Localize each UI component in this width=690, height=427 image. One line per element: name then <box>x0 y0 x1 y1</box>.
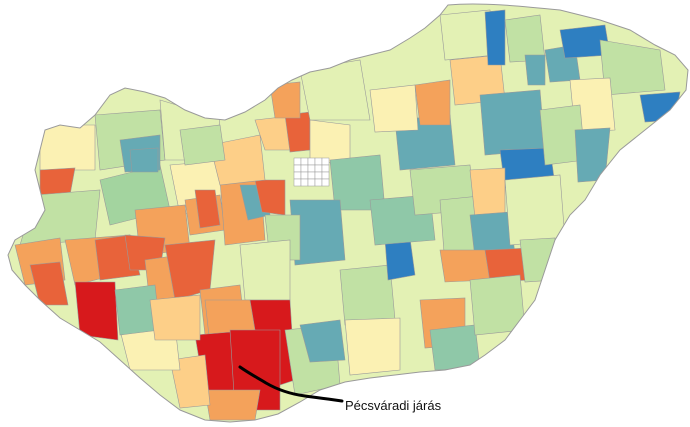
district-region <box>484 9 506 66</box>
district-region <box>299 319 346 363</box>
district-region <box>209 134 266 186</box>
district-region <box>29 261 69 306</box>
district-region <box>414 79 451 126</box>
district-region <box>149 294 201 341</box>
budapest-district-cell <box>293 164 302 173</box>
budapest-district-cell <box>293 178 302 187</box>
district-region <box>599 39 666 96</box>
callout-pointer-line <box>238 365 344 403</box>
district-region <box>269 81 301 119</box>
budapest-district-cell <box>300 178 309 187</box>
budapest-district-cell <box>300 157 309 166</box>
budapest-district-cell <box>321 171 330 180</box>
budapest-district-cell <box>307 164 316 173</box>
budapest-district-cell <box>307 178 316 187</box>
district-region <box>574 127 611 183</box>
district-region <box>39 124 96 171</box>
district-region <box>439 249 491 283</box>
district-region <box>504 174 566 246</box>
budapest-district-cell <box>307 171 316 180</box>
district-region <box>194 189 221 229</box>
district-region <box>204 389 261 421</box>
budapest-district-cell <box>314 178 323 187</box>
budapest-district-cell <box>307 157 316 166</box>
district-region <box>299 59 371 121</box>
budapest-district-cell <box>300 164 309 173</box>
district-region <box>369 84 419 133</box>
budapest-district-cell <box>321 178 330 187</box>
country-outline <box>7 3 689 423</box>
district-region <box>384 237 416 281</box>
highlighted-district-label: Pécsváradi járás <box>345 398 442 413</box>
district-region <box>74 281 119 341</box>
district-region <box>339 264 396 326</box>
budapest-district-cell <box>321 157 330 166</box>
district-region <box>479 89 546 156</box>
budapest-district-cell <box>314 171 323 180</box>
district-region <box>469 167 506 219</box>
district-region <box>519 237 556 283</box>
district-region <box>19 189 101 246</box>
district-region <box>239 239 291 301</box>
budapest-district-cell <box>293 171 302 180</box>
budapest-district-cell <box>321 164 330 173</box>
district-region <box>39 167 76 196</box>
district-region <box>179 124 226 166</box>
budapest-district-cell <box>314 164 323 173</box>
budapest-district-cell <box>314 157 323 166</box>
budapest-district-cell <box>293 157 302 166</box>
district-region <box>469 274 526 336</box>
budapest-district-cell <box>300 171 309 180</box>
district-region <box>344 317 401 376</box>
district-region <box>129 147 159 173</box>
district-region <box>524 54 546 86</box>
budapest-districts <box>293 157 330 187</box>
